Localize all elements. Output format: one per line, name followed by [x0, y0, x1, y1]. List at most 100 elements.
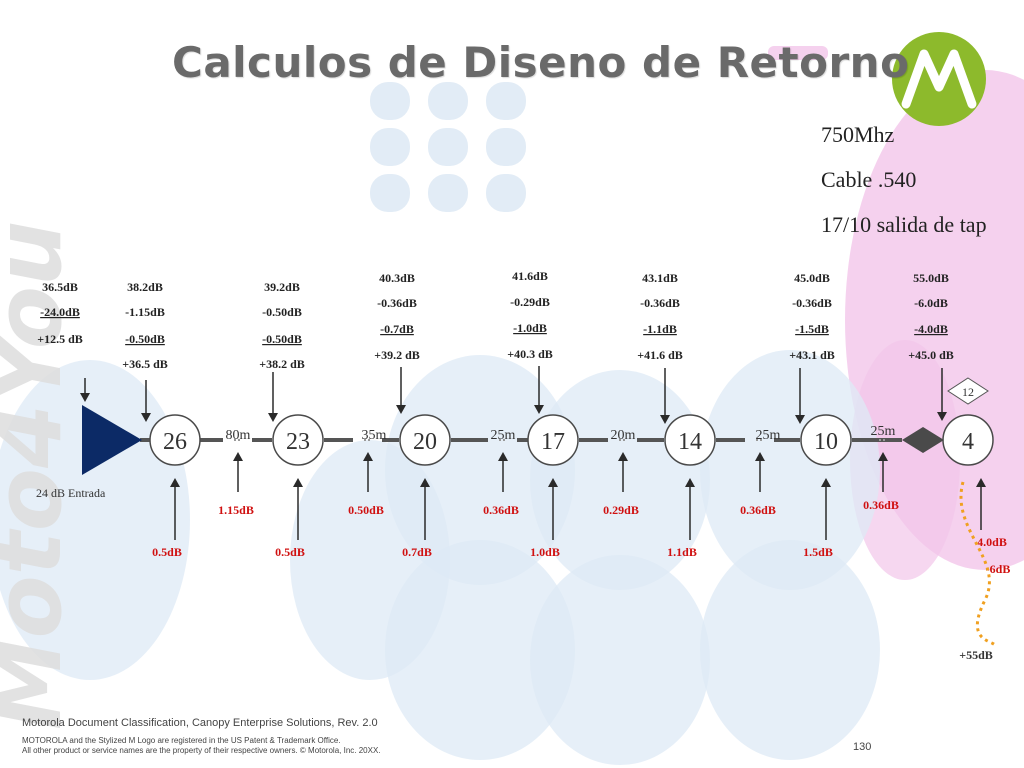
calc-line: -4.0dB — [914, 322, 948, 336]
blue-pill — [370, 174, 410, 212]
cable-loss-value: 1.15dB — [218, 503, 254, 517]
amplifier-input-label: 24 dB Entrada — [36, 486, 106, 500]
insertion-loss-arrow-head — [821, 478, 831, 487]
calc-line: +36.5 dB — [122, 357, 168, 371]
span-length: 25m — [871, 424, 896, 439]
calc-line: +12.5 dB — [37, 332, 83, 346]
calc-line: -0.36dB — [640, 296, 680, 310]
blue-pill — [370, 128, 410, 166]
terminator-diamond — [902, 427, 944, 453]
device-value: 14 — [678, 429, 702, 455]
insertion-loss-arrow-head — [420, 478, 430, 487]
calc-line: -0.36dB — [377, 296, 417, 310]
calc-line: 38.2dB — [127, 280, 163, 294]
calc-line: +40.3 dB — [507, 347, 553, 361]
spec-frequency: 750Mhz — [821, 122, 895, 147]
device-value: 26 — [163, 429, 187, 455]
footer-classification: Motorola Document Classification, Canopy… — [22, 717, 378, 729]
pink-blob — [850, 340, 960, 580]
cable-loss-value: 0.36dB — [483, 503, 519, 517]
motorola-logo — [892, 32, 986, 126]
spec-tap-output: 17/10 salida de tap — [821, 212, 987, 237]
pink-pill — [768, 46, 828, 60]
blue-pill — [428, 174, 468, 212]
calc-line: -0.50dB — [125, 332, 165, 346]
calc-line: 40.3dB — [379, 271, 415, 285]
tap-loss-value: 4.0dB — [977, 535, 1007, 549]
tap-loss-arrow-head — [976, 478, 986, 487]
device-circle — [664, 414, 716, 466]
calc-line: -0.29dB — [510, 295, 550, 309]
device-circle — [399, 414, 451, 466]
blue-blob — [290, 440, 450, 680]
watermark: Moto4You — [0, 221, 82, 730]
calc-line: -1.1dB — [643, 322, 677, 336]
footer-trademark-2: All other product or service names are t… — [22, 746, 381, 755]
cable-loss-arrow-head — [363, 452, 373, 461]
tap-drop-level: +55dB — [959, 648, 993, 662]
insertion-loss-value: 0.5dB — [152, 545, 182, 559]
calc-line: 43.1dB — [642, 271, 678, 285]
tap-badge-value: 12 — [962, 385, 974, 399]
calc-arrow-head — [80, 393, 90, 402]
calc-line: 45.0dB — [794, 271, 830, 285]
blue-pill — [486, 82, 526, 120]
device-value: 4 — [962, 429, 974, 455]
calc-line: -1.0dB — [513, 321, 547, 335]
calc-line: 41.6dB — [512, 269, 548, 283]
cable-loss-arrow-head — [755, 452, 765, 461]
span-length: 20m — [611, 428, 636, 443]
calc-line: +38.2 dB — [259, 357, 305, 371]
calc-line: -1.15dB — [125, 305, 165, 319]
calc-arrow-head — [795, 415, 805, 424]
device-value: 10 — [814, 429, 838, 455]
blue-pill — [486, 128, 526, 166]
page-number: 130 — [853, 741, 872, 753]
insertion-loss-value: 1.0dB — [530, 545, 560, 559]
insertion-loss-arrow-head — [170, 478, 180, 487]
cable-loss-value: 0.29dB — [603, 503, 639, 517]
calc-arrow-head — [534, 405, 544, 414]
calc-line: 55.0dB — [913, 271, 949, 285]
calc-arrow-head — [937, 412, 947, 421]
cable-loss-arrow-head — [618, 452, 628, 461]
calc-line: -1.5dB — [795, 322, 829, 336]
cable-loss-value: 0.50dB — [348, 503, 384, 517]
calc-arrow-head — [268, 413, 278, 422]
insertion-loss-arrow-head — [548, 478, 558, 487]
blue-pill — [428, 82, 468, 120]
blue-pill — [370, 82, 410, 120]
calc-line: -0.50dB — [262, 305, 302, 319]
blue-pill — [428, 128, 468, 166]
amplifier-triangle — [82, 405, 142, 475]
blue-blob — [530, 555, 710, 765]
cable-loss-arrow-head — [498, 452, 508, 461]
footer-trademark-1: MOTOROLA and the Stylized M Logo are reg… — [22, 736, 341, 745]
span-length: 25m — [756, 428, 781, 443]
device-circle — [149, 414, 201, 466]
device-circle — [527, 414, 579, 466]
calc-line: 36.5dB — [42, 280, 78, 294]
calc-line: +41.6 dB — [637, 348, 683, 362]
cable-loss-arrow-head — [233, 452, 243, 461]
calc-line: +43.1 dB — [789, 348, 835, 362]
calc-line: 39.2dB — [264, 280, 300, 294]
tap-badge-diamond — [947, 377, 989, 405]
calc-line: -0.50dB — [262, 332, 302, 346]
span-length: 35m — [362, 428, 387, 443]
cable-loss-value: 0.36dB — [863, 498, 899, 512]
blue-blob — [700, 540, 880, 760]
device-value: 17 — [541, 429, 565, 455]
device-value: 23 — [286, 429, 310, 455]
calc-arrow-head — [660, 415, 670, 424]
insertion-loss-arrow-head — [293, 478, 303, 487]
calc-line: -24.0dB — [40, 305, 80, 319]
blue-blob — [530, 370, 710, 590]
tap-loss-value: -6dB — [986, 562, 1011, 576]
blue-pill — [486, 174, 526, 212]
calc-line: -6.0dB — [914, 296, 948, 310]
blue-blob — [700, 350, 880, 590]
